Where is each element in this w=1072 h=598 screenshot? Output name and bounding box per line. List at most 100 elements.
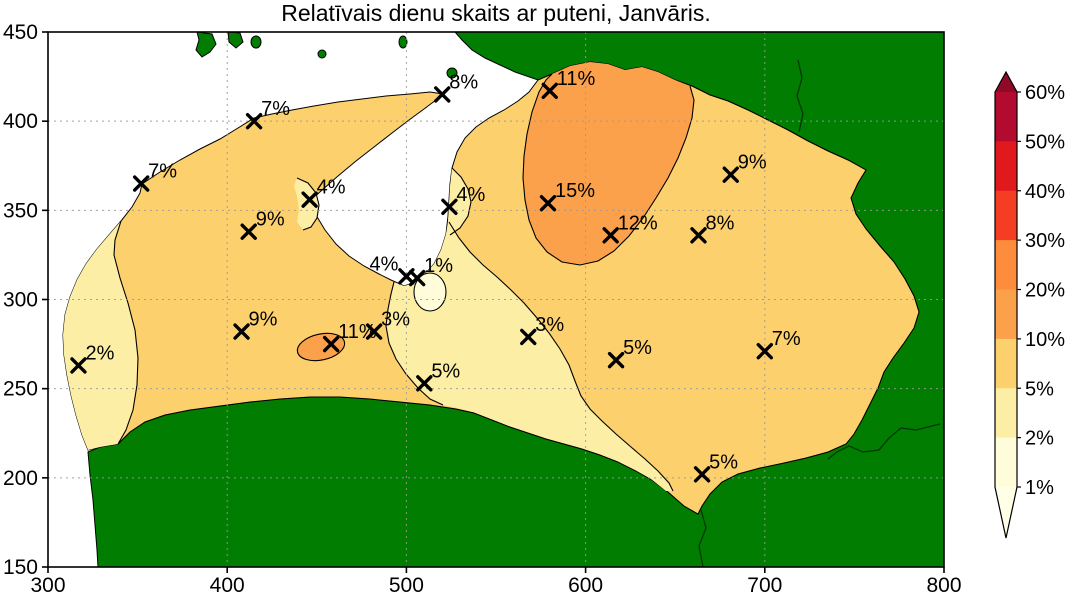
axes: 300 400 500 600 700 800 450 400 350 300 250 200 150 [3, 21, 962, 597]
colorbar-segment [995, 437, 1017, 488]
station-marker [539, 195, 557, 212]
station-label: 5% [623, 337, 652, 359]
station-label: 12% [618, 212, 658, 234]
map-layers [48, 31, 945, 568]
island [195, 31, 217, 58]
band-2-5-gulf-east [446, 168, 471, 235]
river-line [698, 509, 707, 568]
station-marker [70, 357, 87, 374]
x-tick-label: 800 [926, 574, 961, 597]
station-label: 3% [535, 314, 564, 336]
station-label: 7% [772, 328, 801, 350]
colorbar-label: 5% [1025, 378, 1054, 400]
island [446, 67, 458, 79]
station-marker [693, 466, 711, 483]
station-label: 4% [317, 177, 346, 199]
colorbar-segment [995, 240, 1017, 290]
colorbar-label: 40% [1025, 181, 1065, 203]
contour-line [449, 167, 472, 236]
y-tick-label: 450 [3, 21, 38, 44]
x-tick-label: 500 [389, 574, 424, 597]
x-tick-label: 600 [568, 574, 603, 597]
station-marker [441, 198, 458, 215]
station-label: 11% [338, 321, 377, 343]
y-tick-label: 200 [3, 467, 38, 490]
station-label: 4% [369, 253, 398, 275]
station-marker [301, 191, 318, 208]
station-marker [132, 175, 150, 192]
colorbar-label: 2% [1025, 428, 1054, 450]
station-layer: 7%7%4%9%8% 11%4% 15%12%9%8%4% 1%9%11%3%5%2%… [70, 68, 801, 483]
station-marker [756, 343, 773, 360]
contour-line [385, 281, 444, 406]
colorbar-segment [995, 190, 1017, 241]
station-marker [408, 269, 426, 287]
station-label: 5% [709, 451, 738, 473]
contour-line [448, 221, 674, 492]
colorbar-segment [995, 141, 1017, 192]
station-marker [322, 335, 340, 353]
river-line [796, 59, 804, 133]
colorbar-under-arrow [995, 487, 1017, 538]
colorbar-label: 60% [1025, 82, 1065, 104]
station-label: 2% [85, 342, 114, 364]
station-marker [245, 112, 263, 130]
chart-title: Relatīvais dienu skaits ar puteni, Janvā… [281, 0, 711, 26]
colorbar-label: 50% [1025, 131, 1065, 153]
contour-line [296, 177, 320, 231]
band-2-5-central [386, 222, 673, 491]
y-tick-label: 350 [3, 199, 38, 222]
colorbar-label: 10% [1025, 329, 1065, 351]
x-tick-label: 300 [30, 574, 65, 597]
station-marker [365, 323, 383, 340]
island [398, 35, 408, 49]
x-tick-label: 400 [210, 574, 245, 597]
river-line [827, 423, 941, 460]
y-tick-label: 400 [3, 110, 38, 133]
station-label: 7% [148, 161, 177, 183]
station-marker [240, 223, 257, 240]
station-label: 7% [261, 98, 290, 120]
station-marker [607, 351, 625, 369]
island [317, 49, 327, 59]
band-10-20-northeast [523, 62, 694, 265]
x-tick-label: 700 [747, 574, 782, 597]
station-label: 9% [738, 152, 767, 174]
station-label: 8% [449, 71, 478, 93]
contour-line [113, 220, 139, 445]
station-marker [602, 227, 619, 244]
island [227, 31, 244, 49]
colorbar-segment [995, 92, 1017, 142]
station-marker [233, 323, 250, 340]
y-tick-label: 150 [3, 556, 38, 579]
station-label: 11% [557, 68, 596, 90]
y-tick-label: 250 [3, 378, 38, 401]
band-2-5-west [63, 221, 138, 450]
colorbar-label: 20% [1025, 280, 1065, 302]
station-label: 15% [555, 180, 595, 202]
station-label: 3% [381, 309, 410, 331]
contour-line [522, 73, 695, 266]
station-label: 5% [431, 360, 460, 382]
station-label: 9% [249, 309, 278, 331]
station-label: 8% [705, 212, 734, 234]
colorbar: 60% 50% 40% 30% 20% 10% 5% 2% 1% [994, 70, 1065, 539]
colorbar-label: 30% [1025, 230, 1065, 252]
colorbar-segment [995, 388, 1017, 439]
colorbar-label: 1% [1025, 477, 1054, 499]
colorbar-segment [995, 338, 1017, 389]
station-marker [434, 86, 451, 103]
y-tick-label: 300 [3, 289, 38, 312]
colorbar-segment [995, 289, 1017, 340]
station-marker [520, 328, 537, 346]
station-marker [690, 227, 707, 244]
colorbar-over-arrow [995, 72, 1017, 92]
station-label: 4% [456, 184, 485, 206]
station-label: 1% [424, 255, 453, 277]
station-label: 9% [256, 209, 285, 231]
station-marker [722, 166, 739, 183]
station-marker [541, 82, 558, 100]
station-marker [416, 375, 433, 392]
